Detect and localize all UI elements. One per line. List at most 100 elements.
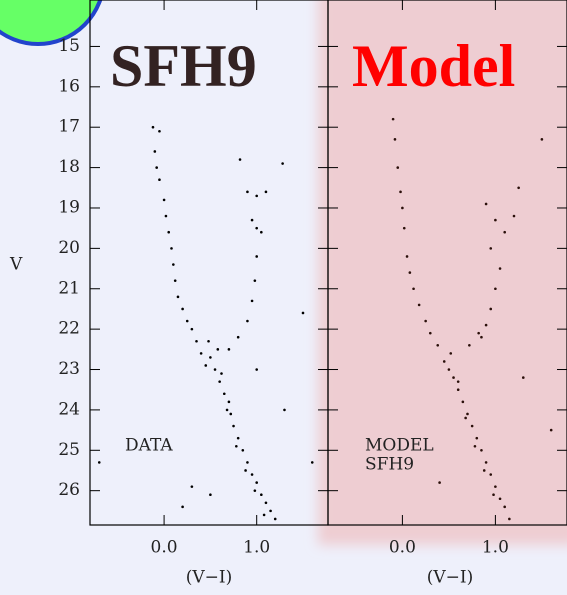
- star-point: [190, 485, 194, 488]
- x-axis-label: (V−I): [427, 568, 474, 588]
- star-point: [176, 295, 180, 299]
- star-point: [494, 218, 497, 222]
- star-point: [255, 255, 258, 258]
- star-point: [301, 311, 305, 315]
- star-point: [246, 319, 249, 323]
- star-point: [225, 408, 229, 412]
- star-point: [253, 489, 257, 492]
- y-tick-label: 23: [58, 359, 80, 379]
- star-point: [401, 206, 404, 210]
- star-point: [236, 335, 240, 339]
- star-point: [255, 226, 258, 230]
- star-point: [262, 513, 266, 517]
- star-point: [449, 352, 453, 355]
- star-point: [236, 436, 240, 440]
- star-point: [402, 226, 406, 230]
- star-point: [227, 348, 231, 351]
- star-point: [424, 319, 427, 323]
- star-point: [447, 368, 451, 371]
- star-point: [209, 356, 212, 359]
- star-point: [167, 230, 171, 234]
- star-point: [489, 307, 493, 311]
- y-tick-label: 20: [58, 238, 80, 258]
- x-tick-label: 1.0: [243, 538, 270, 558]
- star-point: [273, 517, 277, 521]
- star-point: [484, 202, 488, 206]
- star-point: [417, 303, 421, 307]
- star-point: [246, 461, 249, 464]
- star-point: [153, 150, 157, 153]
- star-point: [470, 424, 474, 428]
- annotation: SFH9: [365, 455, 414, 475]
- star-point: [158, 178, 161, 182]
- y-tick-label: 16: [58, 76, 80, 96]
- star-point: [482, 469, 486, 472]
- star-point: [199, 352, 203, 355]
- star-point: [473, 444, 477, 448]
- x-tick-label: 1.0: [482, 538, 509, 558]
- model-panel-bg: [318, 0, 567, 545]
- star-point: [222, 392, 226, 396]
- star-point: [549, 428, 553, 432]
- star-point: [466, 412, 469, 416]
- star-point: [503, 230, 506, 234]
- star-point: [436, 343, 440, 347]
- star-point: [480, 448, 483, 452]
- star-point: [428, 331, 432, 335]
- star-point: [216, 348, 220, 351]
- star-point: [250, 218, 254, 222]
- star-point: [310, 461, 314, 464]
- star-point: [220, 372, 223, 375]
- star-point: [484, 323, 488, 327]
- x-tick-label: 0.0: [151, 538, 178, 558]
- star-point: [498, 267, 502, 270]
- star-point: [468, 343, 471, 347]
- star-point: [456, 388, 460, 392]
- star-point: [241, 448, 245, 452]
- star-point: [250, 473, 254, 476]
- star-point: [489, 247, 493, 250]
- star-point: [218, 380, 221, 383]
- star-point: [170, 247, 173, 250]
- star-point: [494, 287, 497, 291]
- y-tick-label: 17: [58, 117, 80, 137]
- star-point: [281, 162, 284, 165]
- star-point: [498, 497, 502, 501]
- star-point: [255, 481, 258, 484]
- star-point: [162, 198, 166, 202]
- star-point: [255, 194, 258, 198]
- star-point: [155, 166, 158, 169]
- y-tick-label: 25: [58, 440, 80, 460]
- star-point: [232, 424, 235, 428]
- star-point: [405, 255, 409, 258]
- star-point: [399, 190, 402, 194]
- y-tick-label: 19: [58, 197, 80, 217]
- star-point: [181, 505, 184, 509]
- y-tick-label: 21: [58, 278, 80, 298]
- star-point: [452, 376, 455, 379]
- y-tick-label: 18: [58, 157, 80, 177]
- y-tick-label: 26: [58, 480, 80, 500]
- star-point: [250, 299, 254, 303]
- y-tick-label: 24: [58, 399, 80, 419]
- star-point: [393, 138, 397, 141]
- star-point: [521, 376, 525, 379]
- star-point: [475, 436, 479, 440]
- star-point: [456, 380, 460, 383]
- star-point: [253, 279, 257, 282]
- star-point: [464, 416, 467, 420]
- star-point: [492, 493, 495, 497]
- star-point: [260, 230, 263, 234]
- star-point: [412, 287, 415, 291]
- y-tick-label: 15: [58, 36, 80, 56]
- star-point: [227, 400, 231, 404]
- star-point: [209, 493, 212, 497]
- x-axis-label: (V−I): [186, 568, 233, 588]
- star-point: [503, 505, 506, 509]
- star-point: [540, 138, 544, 141]
- star-point: [235, 444, 238, 448]
- star-point: [204, 364, 208, 367]
- star-point: [264, 190, 268, 194]
- plot-frame: [327, 0, 567, 526]
